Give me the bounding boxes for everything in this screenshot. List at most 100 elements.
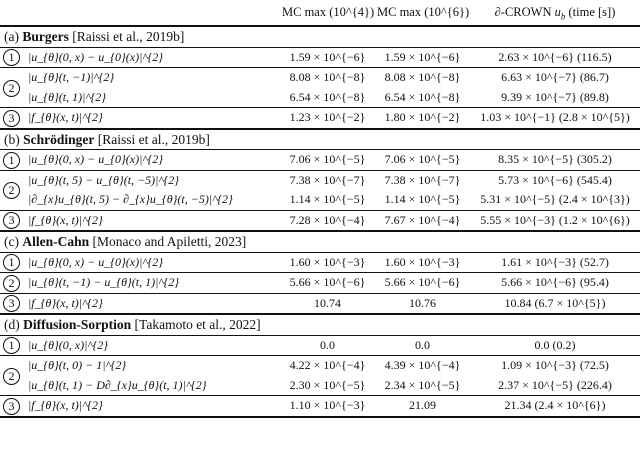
table-row: 1 |u_{θ}(0, x) − u_{0}(x)|^{2} 7.06 × 10^{… [0,149,640,170]
mc-max-1e4-value: 10.74 [280,292,375,314]
condition-formula: |f_{θ}(x, t)|^{2} [28,295,103,310]
mc-max-1e4-value: 1.14 × 10^{−5} [289,192,366,206]
section-title-row: (d) Diffusion-Sorption [Takamoto et al.,… [0,313,640,335]
condition-marker-circle: 3 [3,295,20,313]
mc-max-1e4-value: 2.30 × 10^{−5} [289,377,366,392]
mc-max-1e6-value: 7.38 × 10^{−7} [375,169,470,190]
condition-label: 3 |f_{θ}(x, t)|^{2} [0,395,280,418]
crown-bound-value: 1.61 × 10^{−3} (52.7) [470,251,640,273]
condition-marker-circle: 1 [3,151,20,169]
results-table: MC max (10^{4}) MC max (10^{6}) ∂-CROWN … [0,0,640,418]
mc-max-1e4-value: 5.66 × 10^{−6} [280,272,375,293]
mc-max-1e4-value: 1.23 × 10^{−2} [280,107,375,129]
condition-marker-circle: 3 [3,212,20,230]
table-row: 3 |f_{θ}(x, t)|^{2} 10.74 10.76 10.84 (6.7 ×… [0,292,640,314]
crown-bound-value: 5.73 × 10^{−6} (545.4) [470,169,640,190]
crown-bound-value: 0.0 (0.2) [470,334,640,356]
condition-marker-circle: 2 [3,367,20,385]
condition-marker-circle: 3 [3,109,20,127]
condition-label: 2 |u_{θ}(t, −1) − u_{θ}(t, 1)|^{2} [0,272,280,293]
mc-max-1e6-value: 1.80 × 10^{−2} [375,107,470,129]
mc-max-1e6-value: 1.14 × 10^{−5} [384,192,461,206]
table-row: 1.14 × 10^{−5} 1.14 × 10^{−5} 5.31 × 10^{−… [0,190,640,210]
condition-label: 1 |u_{θ}(0, x)|^{2} [0,334,280,356]
mc-max-1e4-value: 0.0 [280,334,375,356]
crown-bound-value: 1.03 × 10^{−1} (2.8 × 10^{5}) [470,107,640,129]
section-title: (d) Diffusion-Sorption [Takamoto et al.,… [0,313,640,335]
crown-bound-value: 2.37 × 10^{−5} (226.4) [498,377,612,392]
condition-formula: |u_{θ}(t, 1) − D∂_{x}u_{θ}(t, 1)|^{2} [28,377,207,392]
condition-formula: |u_{θ}(t, 1)|^{2} [28,89,107,104]
mc-max-1e4-value: 6.54 × 10^{−8} [289,89,366,104]
condition-label: 3 |f_{θ}(x, t)|^{2} [0,209,280,231]
condition-formula: |u_{θ}(0, x) − u_{0}(x)|^{2} [28,152,164,166]
mc-max-1e6-value: 5.66 × 10^{−6} [375,272,470,293]
crown-bound-value: 21.34 (2.4 × 10^{6}) [470,395,640,418]
mc-max-1e4-value: 7.28 × 10^{−4} [280,209,375,231]
mc-max-1e4-value: 8.08 × 10^{−8} [280,67,375,88]
mc-max-1e4-value: 7.38 × 10^{−7} [280,169,375,190]
header-mc-1e6: MC max (10^{6}) [375,0,470,27]
section-prefix: (d) [4,317,20,332]
section-name: Burgers [22,29,69,44]
condition-formula: |u_{θ}(t, 5) − u_{θ}(t, −5)|^{2} [28,172,180,187]
section-citation: [Raissi et al., 2019b] [97,131,210,147]
section-citation: [Takamoto et al., 2022] [134,317,261,332]
condition-formula: |u_{θ}(0, x) − u_{0}(x)|^{2} [28,49,164,64]
table-row: 1 |u_{θ}(0, x) − u_{0}(x)|^{2} 1.60 × 10^{… [0,251,640,273]
mc-max-1e6-value: 1.60 × 10^{−3} [375,251,470,273]
mc-max-1e4-value: 4.22 × 10^{−4} [280,355,375,376]
section-prefix: (c) [4,234,19,249]
crown-bound-value: 5.55 × 10^{−3} (1.2 × 10^{6}) [470,209,640,231]
mc-max-1e4-value: 7.06 × 10^{−5} [280,149,375,170]
crown-bound-value: 9.39 × 10^{−7} (89.8) [501,89,609,104]
table-row: 2 |u_{θ}(t, 5) − u_{θ}(t, −5)|^{2} |∂_{x}u… [0,169,640,210]
section-prefix: (b) [4,131,20,147]
section-title: (c) Allen-Cahn [Monaco and Apiletti, 202… [0,230,640,252]
table-row: 2.30 × 10^{−5} 2.34 × 10^{−5} 2.37 × 10^{−… [0,376,640,396]
condition-label: 3 |f_{θ}(x, t)|^{2} [0,292,280,314]
condition-label: 3 |f_{θ}(x, t)|^{2} [0,107,280,129]
condition-formula: |∂_{x}u_{θ}(t, 5) − ∂_{x}u_{θ}(t, −5)|^{… [28,192,233,206]
condition-formula: |f_{θ}(x, t)|^{2} [28,212,103,227]
header-crown: ∂-CROWN ub (time [s]) [470,0,640,27]
condition-marker-circle: 1 [3,254,20,272]
table-row: 2 |u_{θ}(t, −1)|^{2} |u_{θ}(t, 1)|^{2} 8.08… [0,67,640,108]
mc-max-1e6-value: 0.0 [375,334,470,356]
mc-max-1e4-value: 1.60 × 10^{−3} [280,251,375,273]
table-row: 1 |u_{θ}(0, x) − u_{0}(x)|^{2} 1.59 × 10^{… [0,46,640,68]
crown-bound-value: 1.09 × 10^{−3} (72.5) [470,355,640,376]
header-mc-1e4: MC max (10^{4}) [280,0,375,27]
table-row: 6.54 × 10^{−8} 6.54 × 10^{−8} 9.39 × 10^{−… [0,88,640,108]
condition-marker-circle: 2 [3,274,20,292]
crown-bound-value: 5.31 × 10^{−5} (2.4 × 10^{3}) [480,192,630,206]
crown-bound-value: 8.35 × 10^{−5} (305.2) [470,149,640,170]
condition-marker-circle: 2 [3,79,20,97]
mc-max-1e6-value: 7.67 × 10^{−4} [375,209,470,231]
condition-formula: |u_{θ}(t, −1)|^{2} [28,70,115,84]
mc-max-1e6-value: 4.39 × 10^{−4} [375,355,470,376]
section-name: Diffusion-Sorption [23,317,132,332]
mc-max-1e6-value: 21.09 [375,395,470,418]
mc-max-1e6-value: 1.59 × 10^{−6} [375,46,470,68]
condition-marker-circle: 2 [3,182,20,199]
condition-marker-circle: 3 [3,397,20,415]
condition-label: 1 |u_{θ}(0, x) − u_{0}(x)|^{2} [0,251,280,273]
table-row: 1 |u_{θ}(0, x)|^{2} 0.0 0.0 0.0 (0.2) [0,334,640,356]
condition-formula: |f_{θ}(x, t)|^{2} [28,398,103,412]
header-blank [0,0,280,27]
crown-bound-value: 5.66 × 10^{−6} (95.4) [470,272,640,293]
condition-label: 1 |u_{θ}(0, x) − u_{0}(x)|^{2} [0,149,280,170]
mc-max-1e6-value: 2.34 × 10^{−5} [384,377,461,392]
condition-marker-circle: 1 [3,49,20,67]
crown-bound-value: 6.63 × 10^{−7} (86.7) [470,67,640,88]
condition-formula: |u_{θ}(t, 0) − 1|^{2} [28,358,127,372]
condition-label: 1 |u_{θ}(0, x) − u_{0}(x)|^{2} [0,46,280,68]
table-row: 2 |u_{θ}(t, 0) − 1|^{2} |u_{θ}(t, 1) − D∂_… [0,355,640,396]
section-title-row: (a) Burgers [Raissi et al., 2019b] [0,26,640,47]
header-row: MC max (10^{4}) MC max (10^{6}) ∂-CROWN … [0,0,640,27]
mc-max-1e6-value: 7.06 × 10^{−5} [375,149,470,170]
section-title-row: (b) Schrödinger [Raissi et al., 2019b] [0,127,640,150]
condition-formula: |u_{θ}(0, x) − u_{0}(x)|^{2} [28,254,164,269]
table-row: 3 |f_{θ}(x, t)|^{2} 1.10 × 10^{−3} 21.09 21.… [0,395,640,418]
